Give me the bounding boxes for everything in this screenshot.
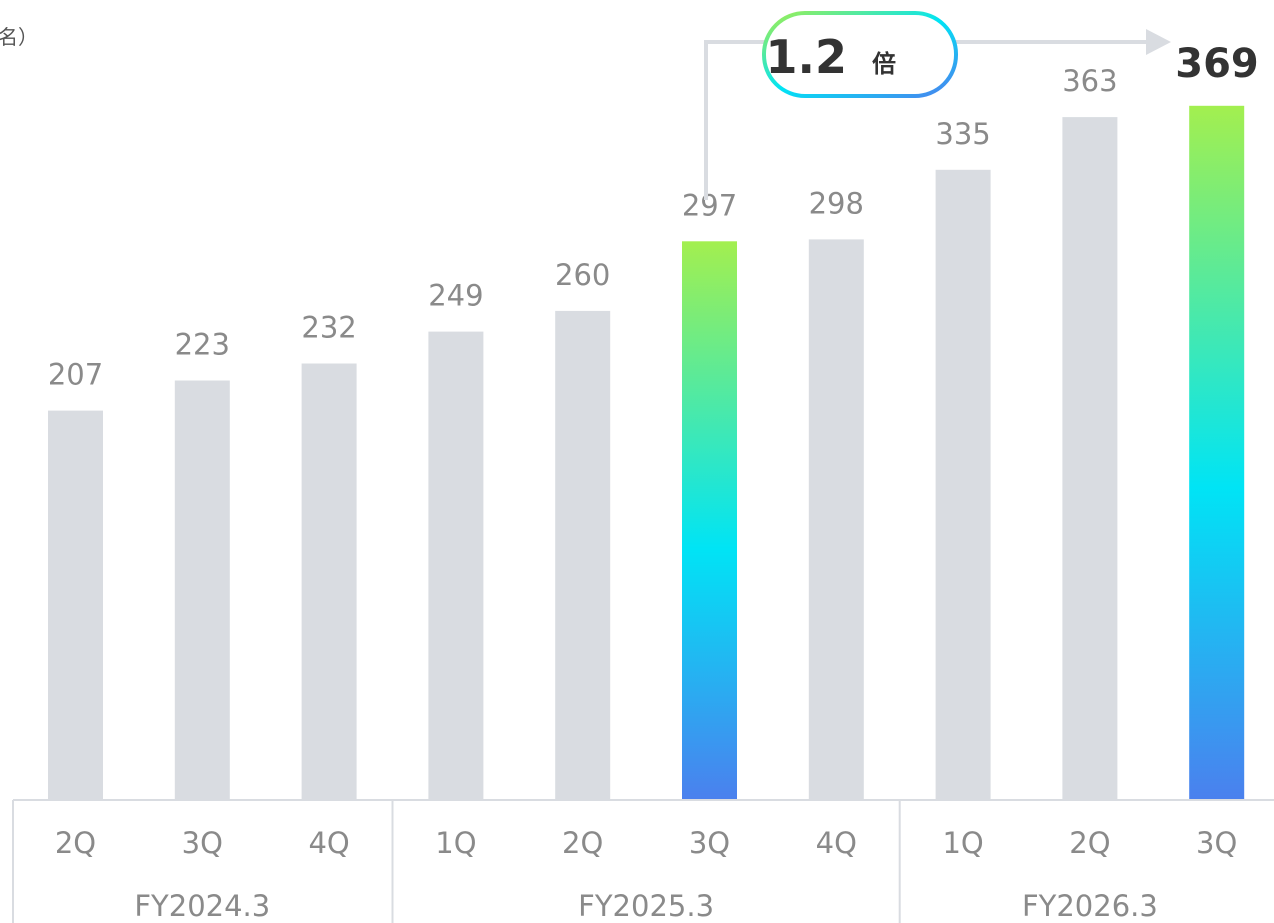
growth-ratio-suffix: 倍 xyxy=(872,50,896,78)
bar-2 xyxy=(301,363,357,800)
value-label-1: 223 xyxy=(175,328,230,362)
group-label-1: FY2025.3 xyxy=(578,889,714,923)
bar-7 xyxy=(935,169,991,801)
tick-label-6: 4Q xyxy=(816,826,857,860)
growth-arrow-line xyxy=(704,40,1150,200)
tick-label-5: 3Q xyxy=(689,826,730,860)
value-label-7: 335 xyxy=(935,117,990,151)
value-labels-layer: 207 223 232 249 260 297 298 335 363 369 xyxy=(48,41,1259,392)
value-label-9: 369 xyxy=(1175,41,1259,87)
bar-0 xyxy=(48,410,103,800)
tick-label-4: 2Q xyxy=(562,826,603,860)
value-label-5: 297 xyxy=(682,188,737,222)
group-labels-layer: FY2024.3 FY2025.3 FY2026.3 xyxy=(134,889,1157,923)
tick-label-0: 2Q xyxy=(55,826,96,860)
bar-3 xyxy=(428,331,484,800)
bar-9 xyxy=(1189,105,1245,801)
value-label-6: 298 xyxy=(809,186,864,220)
value-label-4: 260 xyxy=(555,258,610,292)
value-label-0: 207 xyxy=(48,358,103,392)
tick-label-9: 3Q xyxy=(1196,826,1237,860)
growth-annotation: 1.2 倍 xyxy=(704,11,1171,200)
bar-8 xyxy=(1062,117,1118,801)
bar-4 xyxy=(555,310,611,800)
tick-labels-layer: 2Q 3Q 4Q 1Q 2Q 3Q 4Q 1Q 2Q 3Q xyxy=(55,826,1237,860)
tick-label-2: 4Q xyxy=(308,826,349,860)
bar-5 xyxy=(682,241,737,801)
tick-label-7: 1Q xyxy=(942,826,983,860)
growth-ratio-pill xyxy=(762,11,958,98)
tick-label-8: 2Q xyxy=(1069,826,1110,860)
bars-layer xyxy=(48,105,1245,801)
growth-arrow-head xyxy=(1146,29,1171,55)
unit-label: 名） xyxy=(0,25,38,49)
value-label-2: 232 xyxy=(301,311,356,345)
group-label-0: FY2024.3 xyxy=(134,889,270,923)
tick-label-3: 1Q xyxy=(435,826,476,860)
growth-ratio-value: 1.2 xyxy=(766,30,848,84)
value-label-8: 363 xyxy=(1062,64,1117,98)
bar-1 xyxy=(174,380,230,800)
value-label-3: 249 xyxy=(428,279,483,313)
tick-label-1: 3Q xyxy=(182,826,223,860)
bar-6 xyxy=(808,239,864,800)
group-separators xyxy=(391,800,901,923)
group-label-2: FY2026.3 xyxy=(1022,889,1158,923)
